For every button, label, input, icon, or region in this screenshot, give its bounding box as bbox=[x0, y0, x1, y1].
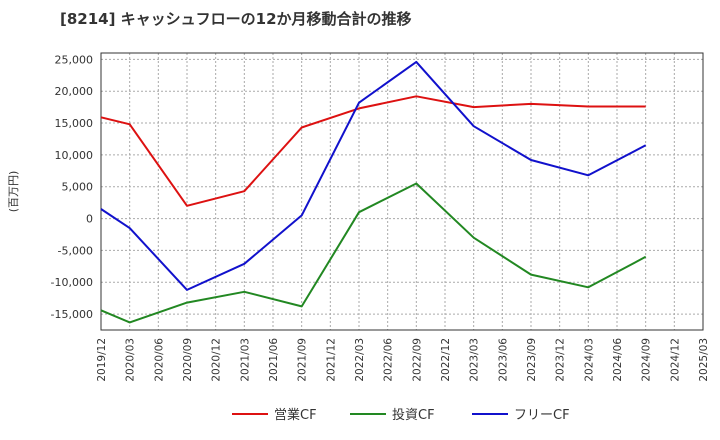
x-tick-label: 2020/03 bbox=[125, 338, 137, 382]
legend: 営業CF 投資CF フリーCF bbox=[232, 407, 570, 423]
y-axis: -15,000 -10,000 -5,000 0 5,000 10,000 15,000 20… bbox=[51, 53, 93, 321]
y-tick-label: 20,000 bbox=[55, 85, 94, 98]
x-tick-label: 2022/12 bbox=[440, 338, 452, 382]
x-axis: 2019/12 2020/03 2020/06 2020/09 2020/12 2021/… bbox=[96, 338, 710, 382]
legend-label: 営業CF bbox=[274, 407, 317, 423]
x-tick-label: 2024/03 bbox=[583, 338, 595, 382]
legend-label: 投資CF bbox=[392, 407, 435, 423]
x-tick-label: 2023/03 bbox=[469, 338, 481, 382]
x-tick-label: 2021/09 bbox=[297, 338, 309, 382]
x-tick-label: 2022/03 bbox=[354, 338, 366, 382]
plot-area bbox=[100, 52, 704, 331]
x-tick-label: 2025/03 bbox=[698, 338, 710, 382]
x-tick-label: 2023/06 bbox=[497, 338, 509, 382]
x-tick-label: 2020/12 bbox=[211, 338, 223, 382]
x-tick-label: 2021/12 bbox=[325, 338, 337, 382]
x-tick-label: 2022/09 bbox=[411, 338, 423, 382]
y-tick-label: 5,000 bbox=[62, 181, 94, 194]
x-tick-label: 2019/12 bbox=[96, 338, 108, 382]
y-tick-label: 0 bbox=[86, 213, 93, 226]
y-tick-label: 25,000 bbox=[55, 53, 94, 66]
y-tick-label: -10,000 bbox=[51, 276, 93, 289]
x-tick-label: 2024/09 bbox=[641, 338, 653, 382]
series-line-2 bbox=[100, 182, 647, 324]
y-tick-label: 10,000 bbox=[55, 149, 94, 162]
x-tick-label: 2021/06 bbox=[268, 338, 280, 382]
x-tick-label: 2021/03 bbox=[239, 338, 251, 382]
x-tick-label: 2024/12 bbox=[669, 338, 681, 382]
x-tick-label: 2020/09 bbox=[182, 338, 194, 382]
x-tick-label: 2024/06 bbox=[612, 338, 624, 382]
x-tick-label: 2022/06 bbox=[383, 338, 395, 382]
y-tick-label: 15,000 bbox=[55, 117, 94, 130]
y-tick-label: -5,000 bbox=[58, 244, 93, 257]
y-tick-label: -15,000 bbox=[51, 308, 93, 321]
series-line-3 bbox=[100, 60, 647, 291]
legend-label: フリーCF bbox=[514, 408, 570, 423]
x-tick-label: 2020/06 bbox=[153, 338, 165, 382]
x-tick-label: 2023/12 bbox=[555, 338, 567, 382]
x-tick-label: 2023/09 bbox=[526, 338, 538, 382]
series-layer bbox=[100, 60, 647, 324]
y-axis-label: (百万円) bbox=[7, 171, 20, 213]
chart-title: [8214] キャッシュフローの12か月移動合計の推移 bbox=[60, 10, 412, 28]
series-line-1 bbox=[100, 95, 646, 207]
grid bbox=[100, 53, 704, 330]
